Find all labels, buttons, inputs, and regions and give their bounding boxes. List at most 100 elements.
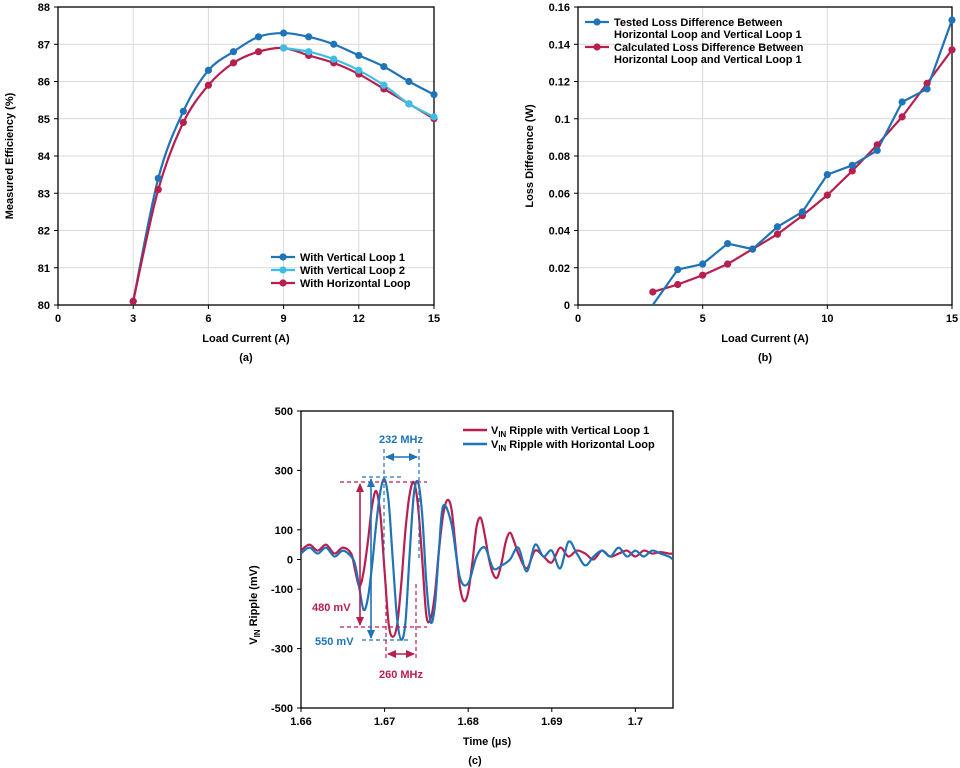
a-series-vertical-loop-1-point — [254, 33, 263, 41]
c-annot-blue-freq-arrow-right — [409, 453, 418, 461]
b-ytick-label: 0.16 — [549, 2, 570, 14]
b-caption: (b) — [758, 352, 772, 364]
b-tested-legend-marker — [593, 18, 601, 26]
c-ylabel: VIN Ripple (mV) — [248, 565, 262, 645]
a-ytick-label: 84 — [38, 151, 51, 163]
c-annot-red-amp-arrow-down — [356, 617, 364, 626]
c-annot-blue-amp-arrow-down — [367, 630, 375, 639]
c-legend-label-vertical-loop-1: VIN Ripple with Vertical Loop 1 — [491, 425, 649, 439]
c-annot-blue-amp-arrow-up — [367, 478, 375, 487]
b-series-tested-point — [948, 16, 956, 24]
b-xtick-label: 15 — [946, 313, 958, 325]
c-plot-frame — [300, 410, 674, 709]
c-ytick-label: 100 — [275, 525, 293, 537]
a-ytick-label: 81 — [38, 263, 50, 275]
a-xtick-label: 3 — [130, 313, 136, 325]
b-series-calculated-point — [948, 46, 956, 54]
b-series-calculated-line — [652, 49, 952, 294]
b-series-tested-point — [823, 171, 831, 179]
b-series-calculated-point — [823, 191, 831, 199]
c-xtick-label: 1.69 — [541, 716, 562, 728]
c-annot-red-amp-label: 480 mV — [312, 602, 351, 614]
a-series-vertical-loop-1-point — [280, 29, 288, 37]
b-xtick-label: 5 — [700, 313, 706, 325]
a-legend-label-vertical-loop-1: With Vertical Loop 1 — [300, 252, 405, 264]
c-ytick-label: -500 — [271, 703, 293, 715]
a-horizontal-loop-legend-marker — [279, 279, 287, 287]
a-series-vertical-loop-1-point — [204, 66, 212, 74]
b-series-calculated-point — [773, 230, 782, 238]
b-series-calculated-point — [699, 271, 707, 279]
b-ylabel: Loss Difference (W) — [524, 104, 536, 208]
a-series-vertical-loop-1-point — [305, 33, 313, 41]
c-series-vertical-loop-1-line — [301, 480, 673, 638]
a-series-vertical-loop-1-point — [355, 51, 363, 60]
a-caption: (a) — [239, 352, 253, 364]
c-annot-red-freq-label: 260 MHz — [379, 669, 424, 681]
b-series-tested-point — [773, 223, 782, 231]
a-ytick-label: 82 — [38, 226, 50, 238]
c-annot-blue-amp-label: 550 mV — [315, 636, 354, 648]
b-ytick-label: 0.14 — [549, 39, 571, 51]
b-series-tested-point — [674, 266, 682, 274]
a-xtick-label: 9 — [281, 313, 287, 325]
a-vertical-loop-1-legend-marker — [279, 253, 287, 261]
a-ytick-label: 85 — [38, 114, 50, 126]
a-series-horizontal-loop-point — [179, 118, 187, 127]
b-series-calculated-point — [649, 288, 657, 296]
a-series-vertical-loop-1-point — [380, 63, 388, 71]
c-caption: (c) — [468, 755, 482, 767]
a-series-vertical-loop-1-point — [179, 107, 187, 115]
c-xtick-label: 1.66 — [290, 716, 311, 728]
a-ytick-label: 88 — [38, 2, 50, 14]
c-xtick-label: 1.67 — [374, 716, 395, 728]
b-ytick-label: 0 — [564, 300, 570, 312]
b-legend-label-calculated: Calculated Loss Difference Between Horizo… — [614, 42, 804, 66]
a-xlabel: Load Current (A) — [202, 333, 290, 345]
b-ytick-label: 0.06 — [549, 188, 570, 200]
c-plot-area — [301, 477, 673, 641]
a-series-horizontal-loop-point — [129, 297, 137, 305]
a-series-horizontal-loop-point — [229, 59, 238, 67]
a-legend-label-vertical-loop-2: With Vertical Loop 2 — [300, 265, 405, 277]
b-series-calculated-point — [848, 167, 856, 175]
c-ytick-label: -100 — [271, 584, 293, 596]
b-xtick-label: 0 — [575, 313, 581, 325]
c-xtick-label: 1.7 — [628, 716, 643, 728]
a-series-vertical-loop-2-point — [355, 66, 363, 74]
b-ytick-label: 0.12 — [549, 77, 570, 89]
b-series-calculated-point — [873, 141, 881, 149]
vin-ripple-chart: 1.66 1.67 1.68 1.69 1.7 -500 -300 -100 0 100 300 50… — [248, 406, 674, 767]
a-ytick-label: 87 — [38, 39, 50, 51]
c-annot-red-amp-arrow-up — [356, 483, 364, 492]
a-legend-label-horizontal-loop: With Horizontal Loop — [300, 278, 411, 290]
a-series-vertical-loop-2-point — [305, 48, 313, 56]
a-series-horizontal-loop-point — [154, 185, 162, 194]
b-series-tested-point — [923, 85, 931, 93]
a-ytick-label: 86 — [38, 77, 50, 89]
a-series-horizontal-loop-point — [204, 81, 212, 89]
efficiency-chart: 0 3 6 9 12 15 80 81 82 83 84 85 86 87 88 Load Current (… — [4, 2, 440, 364]
b-calculated-legend-marker — [593, 43, 601, 51]
b-xlabel: Load Current (A) — [721, 333, 809, 345]
b-series-calculated-point — [674, 280, 682, 289]
b-series-tested-point — [848, 161, 856, 169]
c-xlabel: Time (µs) — [463, 736, 512, 748]
a-xtick-label: 15 — [428, 313, 440, 325]
a-xtick-label: 6 — [205, 313, 211, 325]
b-series-tested-point — [798, 208, 807, 216]
b-series-tested-point — [724, 239, 732, 248]
c-ytick-label: 500 — [275, 406, 293, 418]
c-ytick-label: -300 — [271, 644, 293, 656]
b-series-tested-point — [898, 98, 906, 106]
b-ytick-label: 0.02 — [549, 263, 570, 275]
b-ytick-label: 0.04 — [549, 226, 571, 238]
a-series-vertical-loop-1-point — [229, 48, 238, 56]
a-series-vertical-loop-1-point — [405, 77, 413, 86]
a-ytick-label: 80 — [38, 300, 50, 312]
b-series-calculated-point — [898, 113, 906, 121]
c-annot-blue-freq-label: 232 MHz — [379, 434, 424, 446]
a-vertical-loop-2-legend-marker — [279, 266, 287, 274]
c-annot-red-freq-arrow-left — [387, 650, 396, 658]
a-xtick-label: 12 — [353, 313, 365, 325]
